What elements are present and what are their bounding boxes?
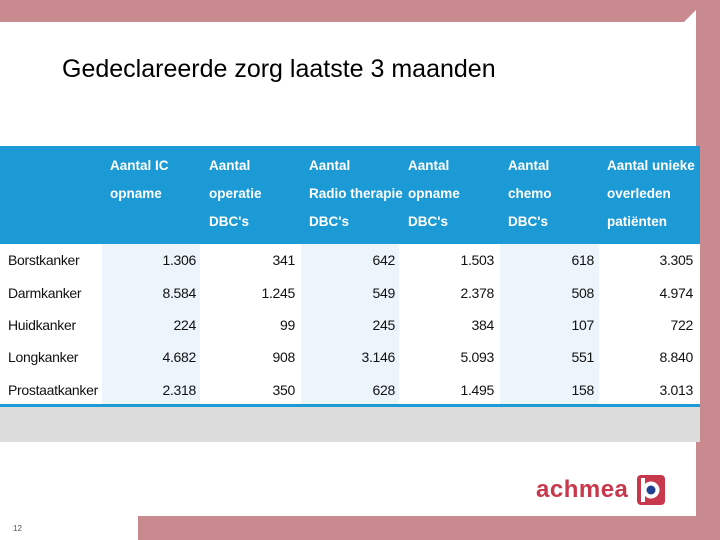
table-cell: 99 xyxy=(280,317,295,333)
table-cell: 2.318 xyxy=(162,382,196,398)
table-cell: 1.245 xyxy=(261,285,295,301)
table-bottom-rule xyxy=(0,404,700,407)
row-label-huidkanker: Huidkanker xyxy=(8,317,76,333)
column-header-radiotherapie: Aantal Radio therapie DBC's xyxy=(309,158,403,229)
achmea-logo-icon xyxy=(637,475,666,505)
column-header-operatie: Aantal operatie DBC's xyxy=(209,158,262,229)
page-title: Gedeclareerde zorg laatste 3 maanden xyxy=(62,55,496,83)
table-cell: 628 xyxy=(372,382,396,398)
table-cell: 3.013 xyxy=(659,382,693,398)
table-cell: 4.682 xyxy=(162,349,196,365)
table-cell: 1.503 xyxy=(460,252,494,268)
column-header-opname: Aantal opname DBC's xyxy=(408,158,460,229)
table-cell: 618 xyxy=(571,252,595,268)
page-number: 12 xyxy=(13,524,22,533)
table-cell: 2.378 xyxy=(460,285,494,301)
table-cell: 8.584 xyxy=(162,285,196,301)
table-cell: 642 xyxy=(372,252,396,268)
table-cell: 3.305 xyxy=(659,252,693,268)
column-stripe xyxy=(102,244,200,404)
table-cell: 1.306 xyxy=(162,252,196,268)
table-cell: 384 xyxy=(471,317,495,333)
table-cell: 3.146 xyxy=(361,349,395,365)
row-label-prostaatkanker: Prostaatkanker xyxy=(8,382,98,398)
column-header-chemo: Aantal chemo DBC's xyxy=(508,158,552,229)
table-cell: 549 xyxy=(372,285,396,301)
achmea-logo: achmea xyxy=(536,472,666,508)
page-corner xyxy=(676,10,696,30)
table-cell: 107 xyxy=(571,317,595,333)
table-cell: 8.840 xyxy=(659,349,693,365)
table-cell: 245 xyxy=(372,317,396,333)
logo-wordmark: achmea xyxy=(536,476,629,503)
table-cell: 722 xyxy=(670,317,694,333)
table-cell: 341 xyxy=(272,252,296,268)
data-table: Aantal IC opname Aantal operatie DBC's A… xyxy=(0,146,700,407)
footer-band xyxy=(0,516,138,540)
row-label-darmkanker: Darmkanker xyxy=(8,285,82,301)
table-cell: 158 xyxy=(571,382,595,398)
table-cell: 908 xyxy=(272,349,296,365)
table-cell: 350 xyxy=(272,382,296,398)
table-cell: 551 xyxy=(571,349,595,365)
column-stripe xyxy=(301,244,399,404)
table-header: Aantal IC opname Aantal operatie DBC's A… xyxy=(0,146,700,244)
column-stripe xyxy=(500,244,599,404)
row-label-borstkanker: Borstkanker xyxy=(8,252,80,268)
row-label-longkanker: Longkanker xyxy=(8,349,79,365)
column-header-ic-opname: Aantal IC opname xyxy=(110,158,169,201)
table-cell: 508 xyxy=(571,285,595,301)
column-header-overleden: Aantal unieke overleden patiënten xyxy=(607,158,695,229)
table-cell: 224 xyxy=(173,317,197,333)
table-cell: 5.093 xyxy=(460,349,494,365)
table-cell: 4.974 xyxy=(659,285,693,301)
table-cell: 1.495 xyxy=(460,382,494,398)
